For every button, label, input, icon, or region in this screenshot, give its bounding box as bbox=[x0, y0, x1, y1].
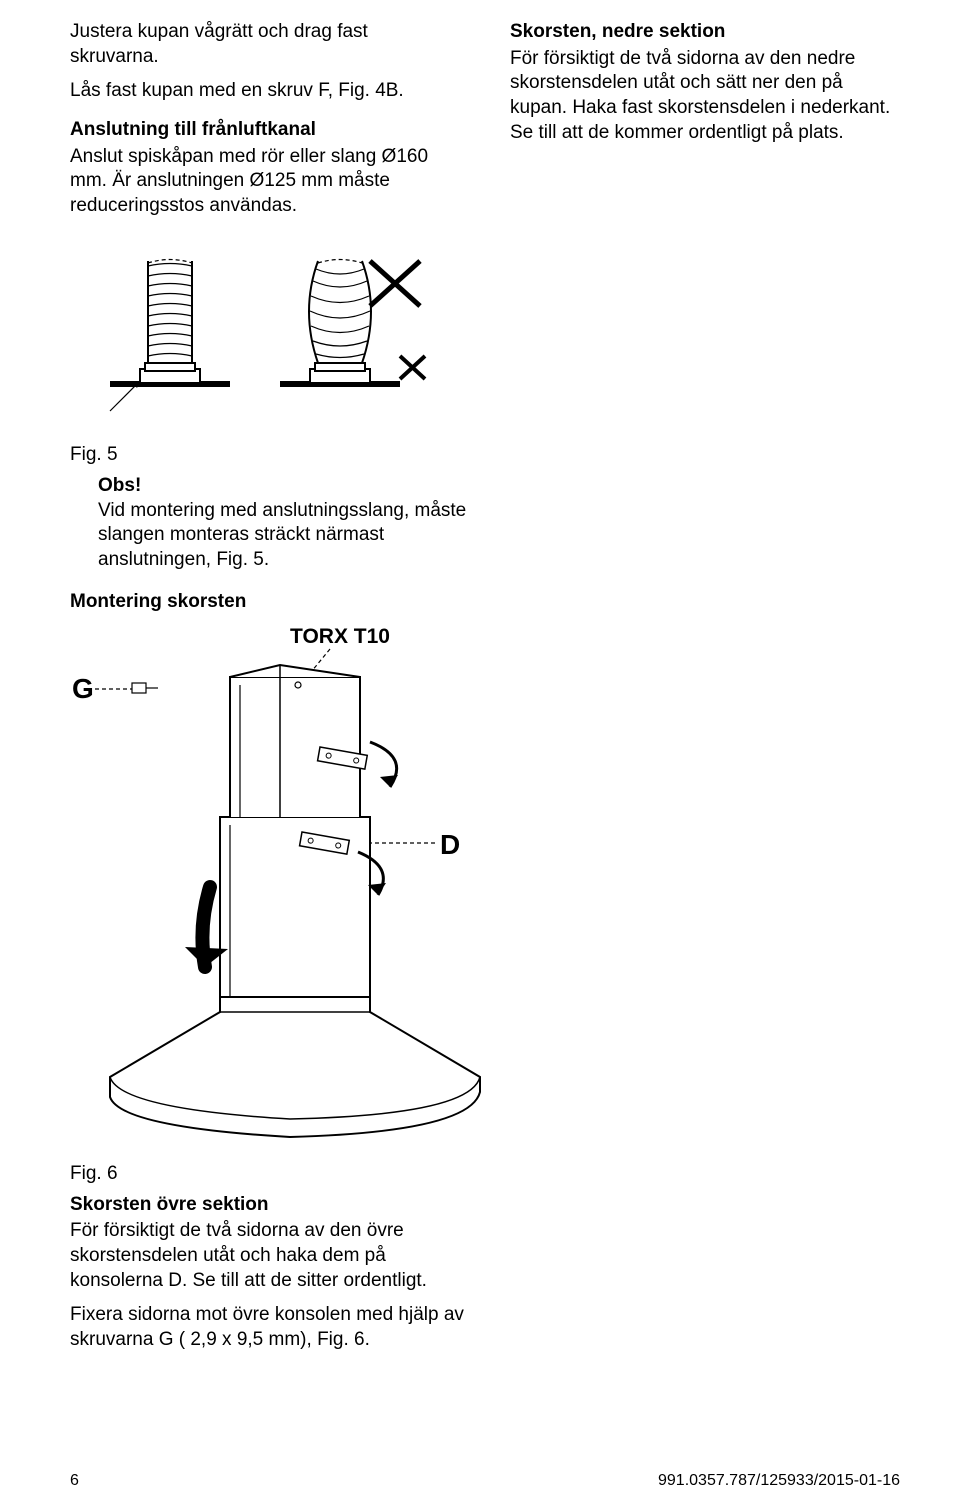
heading-skorsten-ovre: Skorsten övre sektion bbox=[70, 1193, 900, 1218]
left-column: Justera kupan vågrätt och drag fast skru… bbox=[70, 20, 460, 229]
para-skorsten-nedre: För försiktigt de två sidorna av den ned… bbox=[510, 47, 900, 146]
heading-skorsten-nedre: Skorsten, nedre sektion bbox=[510, 20, 900, 45]
footer: 6 991.0357.787/125933/2015-01-16 bbox=[70, 1472, 900, 1490]
para-adjust: Justera kupan vågrätt och drag fast skru… bbox=[70, 20, 460, 69]
heading-montering: Montering skorsten bbox=[70, 591, 900, 613]
fig6-diagram: TORX T10 G D bbox=[70, 617, 530, 1157]
obs-block: Obs! Vid montering med anslutningsslang,… bbox=[98, 474, 900, 573]
para-connect: Anslut spiskåpan med rör eller slang Ø16… bbox=[70, 145, 460, 219]
obs-title: Obs! bbox=[98, 474, 900, 499]
para-skorsten-ovre-1: För försiktigt de två sidorna av den övr… bbox=[70, 1219, 470, 1293]
fig6-label: Fig. 6 bbox=[70, 1163, 900, 1185]
page-number: 6 bbox=[70, 1472, 79, 1490]
obs-text: Vid montering med anslutningsslang, måst… bbox=[98, 499, 478, 573]
para-lock: Lås fast kupan med en skruv F, Fig. 4B. bbox=[70, 79, 460, 104]
top-two-columns: Justera kupan vågrätt och drag fast skru… bbox=[70, 20, 900, 229]
doc-number: 991.0357.787/125933/2015-01-16 bbox=[658, 1472, 900, 1490]
fig5-diagram bbox=[70, 251, 900, 436]
right-column: Skorsten, nedre sektion För försiktigt d… bbox=[510, 20, 900, 229]
heading-anslutning: Anslutning till frånluftkanal bbox=[70, 118, 460, 143]
fig5-label: Fig. 5 bbox=[70, 444, 900, 466]
para-skorsten-ovre-2: Fixera sidorna mot övre konsolen med hjä… bbox=[70, 1303, 470, 1352]
